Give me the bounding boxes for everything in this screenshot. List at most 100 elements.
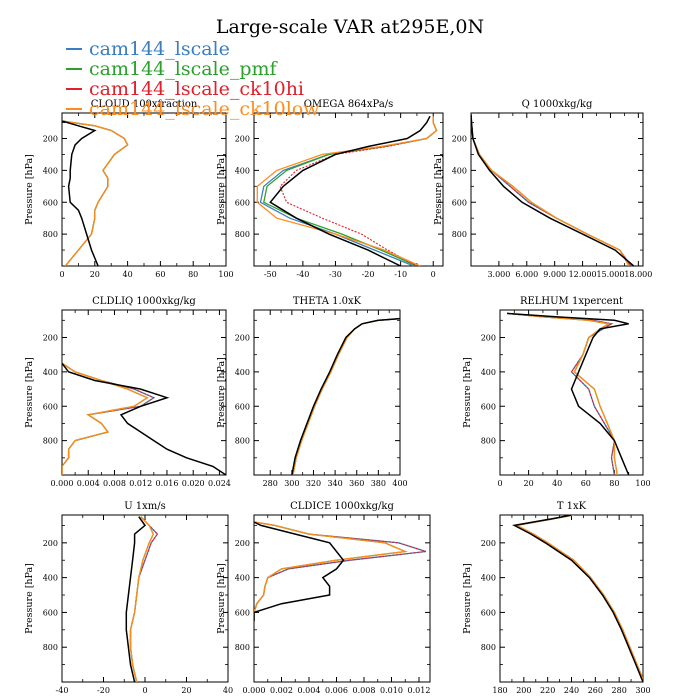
x-tick-label: 18.000 <box>624 270 652 279</box>
x-tick-label: 400 <box>392 479 407 488</box>
x-tick-label: -40 <box>56 686 69 695</box>
y-tick-label: 200 <box>43 539 58 548</box>
y-tick-label: 800 <box>481 437 496 446</box>
series-line-3 <box>507 312 615 475</box>
x-tick-label: -20 <box>97 686 110 695</box>
plot-frame <box>499 514 644 683</box>
x-tick-label: 320 <box>306 479 321 488</box>
control-line <box>507 312 630 475</box>
panel-title: CLOUD 100xfraction <box>91 99 198 110</box>
x-tick-label: 380 <box>371 479 386 488</box>
x-tick-label: 60 <box>155 270 165 279</box>
x-tick-label: 0.020 <box>182 479 205 488</box>
y-tick-label: 800 <box>43 437 58 446</box>
y-tick-label: 400 <box>235 574 250 583</box>
series-line-4 <box>129 516 155 682</box>
y-axis-label: Pressure [hPa] <box>216 357 227 428</box>
x-tick-label: 100 <box>218 270 233 279</box>
panel-title: OMEGA 864xPa/s <box>304 99 394 110</box>
x-tick-label: 0.016 <box>156 479 179 488</box>
series-line-4 <box>514 515 643 681</box>
series-group <box>254 521 427 622</box>
y-tick-label: 400 <box>452 166 467 175</box>
y-tick-label: 400 <box>235 368 250 377</box>
x-tick-label: 0.024 <box>208 479 231 488</box>
x-tick-label: 300 <box>284 479 299 488</box>
series-line-3 <box>292 318 400 475</box>
x-tick-label: 180 <box>492 686 507 695</box>
x-tick-label: 40 <box>552 479 562 488</box>
x-tick-label: -50 <box>264 270 277 279</box>
x-tick-label: 300 <box>635 686 650 695</box>
x-tick-label: 40 <box>223 686 233 695</box>
x-tick-label: 340 <box>327 479 342 488</box>
y-tick-label: 600 <box>235 402 250 411</box>
control-line <box>471 114 635 266</box>
panel-9: T 1xK Pressure [hPa] 200 400 600 800 180 200 220… <box>462 501 651 695</box>
y-tick-label: 200 <box>43 334 58 343</box>
y-tick-label: 600 <box>481 608 496 617</box>
panel-title: U 1xm/s <box>124 501 166 512</box>
y-axis-label: Pressure [hPa] <box>462 357 473 428</box>
panel-title: T 1xK <box>557 501 587 512</box>
legend-label: cam144_lscale_ck10hi <box>89 78 304 100</box>
legend-label: cam144_lscale <box>89 38 230 60</box>
control-line <box>62 120 99 266</box>
series-group <box>507 312 630 475</box>
control-line <box>291 317 400 475</box>
x-tick-label: -30 <box>329 270 342 279</box>
y-tick-label: 400 <box>43 574 58 583</box>
x-tick-label: 0 <box>59 270 64 279</box>
x-tick-label: 0.010 <box>380 686 403 695</box>
control-line <box>254 521 345 622</box>
x-tick-label: 0.012 <box>129 479 152 488</box>
series-line-3 <box>515 515 643 681</box>
x-tick-label: 0.008 <box>353 686 376 695</box>
plot-frame <box>499 309 644 476</box>
series-line-2 <box>292 317 400 475</box>
panel-4: CLDLIQ 1000xkg/kg Pressure [hPa] 200 400 600… <box>24 296 231 488</box>
series-line-2 <box>514 515 643 681</box>
y-tick-label: 200 <box>43 135 58 144</box>
x-tick-label: 12.000 <box>569 270 597 279</box>
panel-7: U 1xm/s Pressure [hPa] 200 400 600 800 -40 -20 0… <box>24 501 233 695</box>
panel-3: Q 1000xkg/kg Pressure [hPa] 200 400 600 800 3.… <box>433 99 652 279</box>
y-tick-label: 800 <box>43 230 58 239</box>
x-tick-label: 15.000 <box>596 270 624 279</box>
y-axis-label: Pressure [hPa] <box>462 563 473 634</box>
series-group <box>471 114 635 266</box>
series-line-1 <box>507 312 616 475</box>
plot-frame <box>61 514 229 683</box>
y-tick-label: 600 <box>43 402 58 411</box>
control-line <box>125 516 147 682</box>
x-tick-label: 80 <box>188 270 198 279</box>
x-tick-label: -10 <box>394 270 407 279</box>
x-tick-label: 9.000 <box>543 270 566 279</box>
figure-title: Large-scale VAR at295E,0N <box>216 16 484 38</box>
x-tick-label: 100 <box>635 479 650 488</box>
series-line-4 <box>292 317 400 475</box>
x-tick-label: 20 <box>181 686 191 695</box>
x-tick-label: 80 <box>609 479 619 488</box>
panel-8: CLDICE 1000xkg/kg Pressure [hPa] 200 400 600… <box>216 501 431 695</box>
series-line-3 <box>62 120 129 266</box>
series-line-4 <box>256 116 438 266</box>
series-line-1 <box>254 521 427 622</box>
series-group <box>62 120 129 266</box>
series-line-1 <box>514 515 643 681</box>
series-line-1 <box>259 116 438 266</box>
x-tick-label: 0.012 <box>408 686 431 695</box>
series-group <box>256 115 438 266</box>
y-tick-label: 200 <box>235 539 250 548</box>
x-tick-label: 3.000 <box>487 270 510 279</box>
series-line-3 <box>62 362 155 475</box>
y-tick-label: 600 <box>235 198 250 207</box>
x-tick-label: 0 <box>431 270 436 279</box>
y-tick-label: 800 <box>43 643 58 652</box>
series-line-4 <box>471 114 630 266</box>
panel-2: OMEGA 864xPa/s Pressure [hPa] 200 400 600 800… <box>216 99 444 279</box>
y-tick-label: 600 <box>43 198 58 207</box>
panel-5: THETA 1.0xK Pressure [hPa] 200 400 600 800 280… <box>216 296 408 488</box>
x-tick-label: 0.004 <box>298 686 321 695</box>
series-line-1 <box>62 120 129 266</box>
